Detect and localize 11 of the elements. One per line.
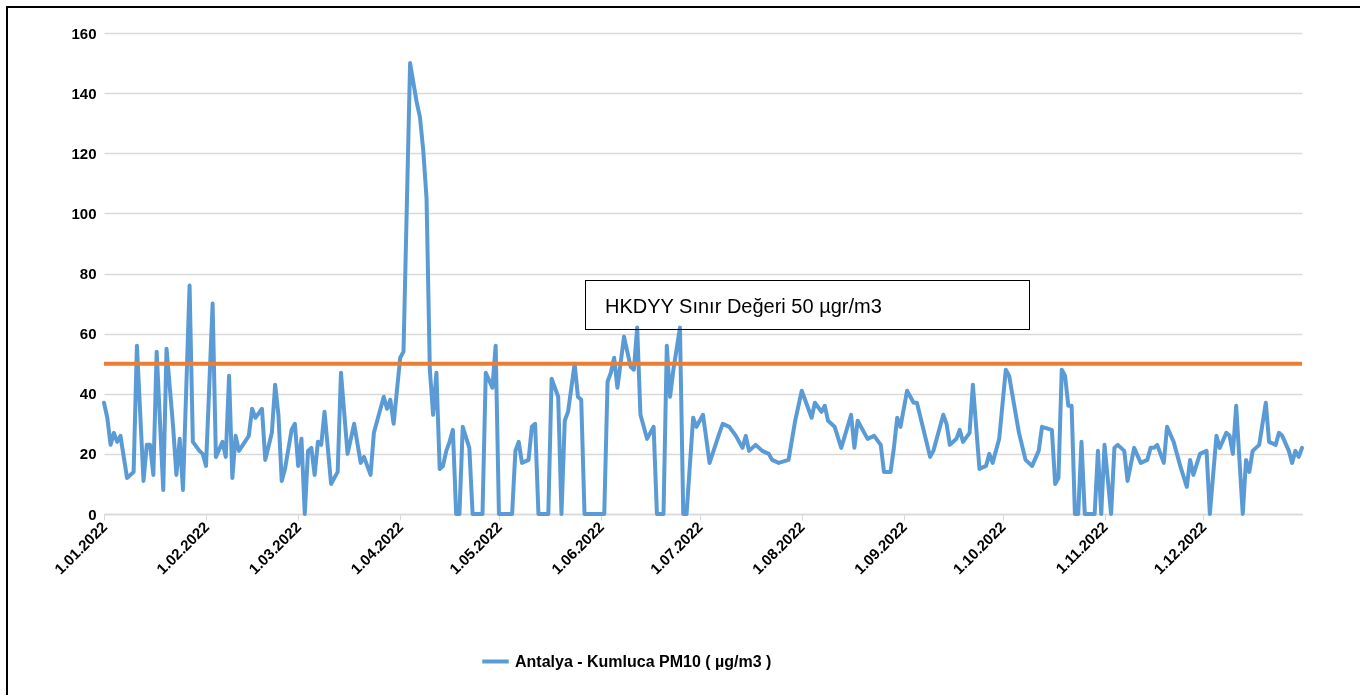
y-tick-label: 0 xyxy=(88,505,97,523)
y-tick-label: 100 xyxy=(71,204,97,222)
y-tick-label: 120 xyxy=(71,144,97,162)
legend-label: Antalya - Kumluca PM10 ( µg/m3 ) xyxy=(515,652,772,670)
y-tick-label: 140 xyxy=(71,84,97,102)
y-tick-label: 160 xyxy=(71,24,97,42)
y-tick-label: 80 xyxy=(79,265,97,282)
y-tick-label: 20 xyxy=(79,445,97,463)
ref-line-label: HKDYY Sınır Değeri 50 µgr/m3 xyxy=(605,295,882,317)
y-tick-label: 40 xyxy=(79,385,97,403)
y-tick-label: 60 xyxy=(79,325,97,343)
